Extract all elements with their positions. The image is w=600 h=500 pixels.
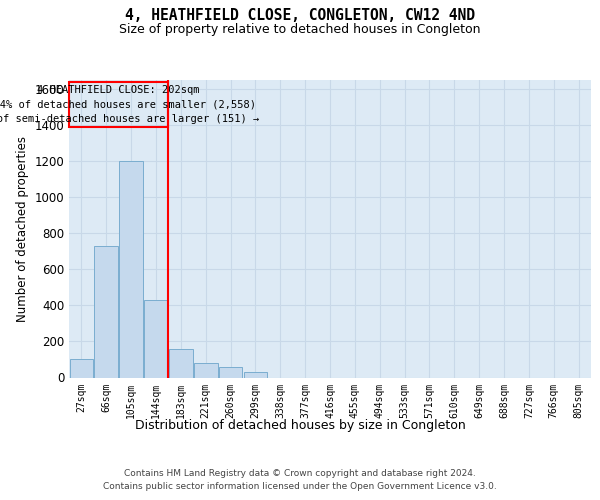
- Bar: [119, 161, 143, 378]
- Bar: [69, 82, 169, 127]
- Text: Distribution of detached houses by size in Congleton: Distribution of detached houses by size …: [134, 420, 466, 432]
- Bar: [244, 372, 267, 378]
- Bar: [70, 360, 93, 378]
- Text: Contains HM Land Registry data © Crown copyright and database right 2024.: Contains HM Land Registry data © Crown c…: [124, 468, 476, 477]
- Text: Contains public sector information licensed under the Open Government Licence v3: Contains public sector information licen…: [103, 482, 497, 491]
- Text: 4, HEATHFIELD CLOSE, CONGLETON, CW12 4ND: 4, HEATHFIELD CLOSE, CONGLETON, CW12 4ND: [125, 8, 475, 22]
- Bar: [169, 348, 193, 378]
- Bar: [194, 363, 218, 378]
- Bar: [94, 246, 118, 378]
- Text: Size of property relative to detached houses in Congleton: Size of property relative to detached ho…: [119, 22, 481, 36]
- Bar: [219, 366, 242, 378]
- Text: 4 HEATHFIELD CLOSE: 202sqm
← 94% of detached houses are smaller (2,558)
6% of se: 4 HEATHFIELD CLOSE: 202sqm ← 94% of deta…: [0, 84, 259, 124]
- Bar: [144, 300, 168, 378]
- Y-axis label: Number of detached properties: Number of detached properties: [16, 136, 29, 322]
